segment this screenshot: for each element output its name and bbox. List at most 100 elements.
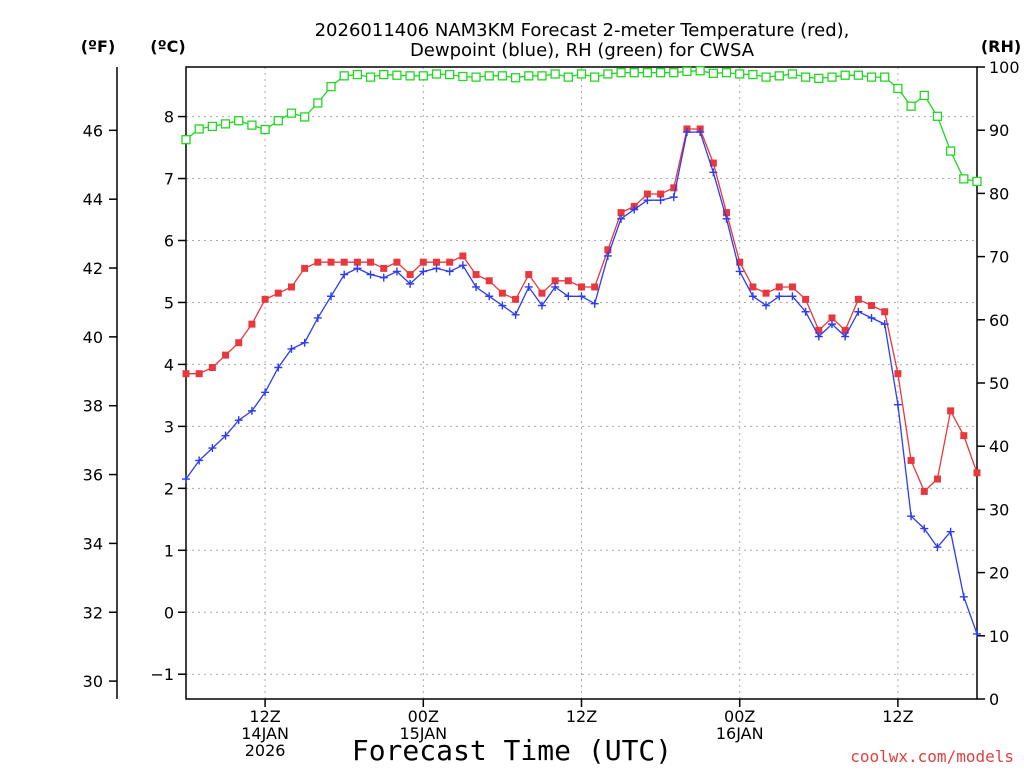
- rh-tick-label: 30: [989, 500, 1009, 519]
- rh-point: [471, 72, 481, 82]
- rh-point: [220, 119, 231, 129]
- rh-point: [484, 71, 494, 81]
- dewpoint-point: [577, 292, 586, 301]
- rh-tick-label: 40: [989, 437, 1009, 456]
- rh-point: [445, 69, 455, 80]
- rh-point: [735, 69, 745, 79]
- celsius-tick-label: 8: [164, 108, 174, 127]
- time-tick-label: 2026: [245, 741, 286, 760]
- dewpoint-point: [617, 214, 626, 223]
- dewpoint-point: [643, 196, 652, 205]
- rh-point: [524, 71, 534, 81]
- rh-tick-label: 90: [989, 121, 1009, 140]
- rh-tick-label: 100: [989, 58, 1020, 77]
- temperature-point: [894, 370, 902, 378]
- temperature-point: [564, 277, 572, 285]
- dewpoint-point: [261, 388, 270, 397]
- dewpoint-point: [946, 527, 955, 536]
- dewpoint-point: [973, 629, 981, 638]
- rh-point: [840, 70, 850, 80]
- temperature-point: [841, 326, 849, 334]
- rh-series: [181, 66, 982, 187]
- rh-point: [866, 72, 877, 82]
- dewpoint-point: [379, 273, 388, 282]
- rh-point: [603, 69, 613, 79]
- dewpoint-point: [340, 270, 349, 279]
- temperature-point: [907, 456, 915, 464]
- temperature-point: [578, 283, 585, 291]
- time-tick-label: 00Z: [408, 707, 439, 726]
- temperature-point: [327, 258, 335, 266]
- rh-point: [629, 68, 639, 78]
- chart-title-line1: 2026011406 NAM3KM Forecast 2-meter Tempe…: [315, 20, 850, 41]
- rh-point: [906, 101, 916, 111]
- dewpoint-point: [656, 196, 665, 205]
- dewpoint-point: [313, 313, 322, 322]
- dewpoint-point: [907, 512, 916, 521]
- temperature-point: [248, 320, 256, 328]
- temperature-point: [485, 277, 493, 285]
- temperature-point: [973, 469, 981, 477]
- rh-tick-label: 50: [989, 374, 1009, 393]
- temperature-point: [947, 407, 955, 415]
- dewpoint-point: [696, 128, 705, 137]
- temperature-point: [591, 283, 599, 291]
- dewpoint-line: [185, 131, 978, 635]
- dewpoint-point: [392, 267, 401, 276]
- fahrenheit-tick-label: 42: [83, 259, 103, 278]
- dewpoint-point: [353, 264, 362, 273]
- temperature-point: [419, 258, 427, 266]
- rh-point: [972, 176, 982, 187]
- chart-title-line2: Dewpoint (blue), RH (green) for CWSA: [410, 40, 755, 61]
- dewpoint-series: [182, 128, 981, 638]
- dewpoint-point: [432, 264, 441, 273]
- credit-text: coolwx.com/models: [850, 747, 1014, 766]
- temperature-point: [736, 258, 744, 266]
- temperature-point: [788, 283, 796, 291]
- rh-tick-label: 70: [989, 248, 1009, 267]
- rh-point: [299, 112, 310, 122]
- temperature-point: [340, 258, 348, 266]
- dewpoint-point: [854, 307, 863, 316]
- temperature-point: [828, 314, 836, 322]
- time-tick-label: 12Z: [566, 707, 597, 726]
- rh-tick-label: 80: [989, 184, 1009, 203]
- rh-point: [365, 72, 376, 82]
- temperature-point: [472, 271, 480, 279]
- temperature-point: [301, 264, 309, 272]
- fahrenheit-tick-label: 34: [83, 534, 103, 553]
- rh-tick-label: 10: [989, 627, 1009, 646]
- dewpoint-point: [603, 251, 612, 260]
- time-tick-label: 12Z: [249, 707, 280, 726]
- axes: 303234363840424446−101234567801020304050…: [83, 58, 1020, 760]
- rh-point: [537, 71, 547, 81]
- temperature-point: [551, 277, 559, 285]
- dewpoint-point: [841, 332, 850, 341]
- temperature-point: [261, 295, 269, 303]
- rh-point: [194, 124, 204, 134]
- grid-lines: [186, 67, 977, 699]
- dewpoint-point: [274, 363, 283, 372]
- dewpoint-point: [511, 310, 520, 319]
- rh-point: [286, 108, 297, 118]
- celsius-tick-label: 7: [164, 170, 174, 189]
- fahrenheit-tick-label: 30: [83, 672, 103, 691]
- rh-point: [959, 174, 969, 184]
- rh-point: [458, 71, 468, 82]
- fahrenheit-tick-label: 32: [83, 603, 103, 622]
- dewpoint-point: [182, 475, 190, 484]
- temperature-point: [854, 295, 862, 303]
- rh-point: [247, 120, 257, 130]
- rh-point: [695, 66, 705, 76]
- celsius-tick-label: 5: [164, 293, 174, 312]
- rh-point: [655, 68, 666, 78]
- dewpoint-point: [234, 416, 243, 425]
- time-tick-label: 15JAN: [399, 724, 447, 743]
- dewpoint-point: [445, 267, 454, 276]
- rh-point: [550, 69, 560, 79]
- dewpoint-point: [537, 301, 546, 310]
- temperature-point: [815, 326, 823, 334]
- temperature-point: [182, 370, 190, 378]
- rh-point: [207, 121, 218, 132]
- rh-point: [932, 111, 943, 121]
